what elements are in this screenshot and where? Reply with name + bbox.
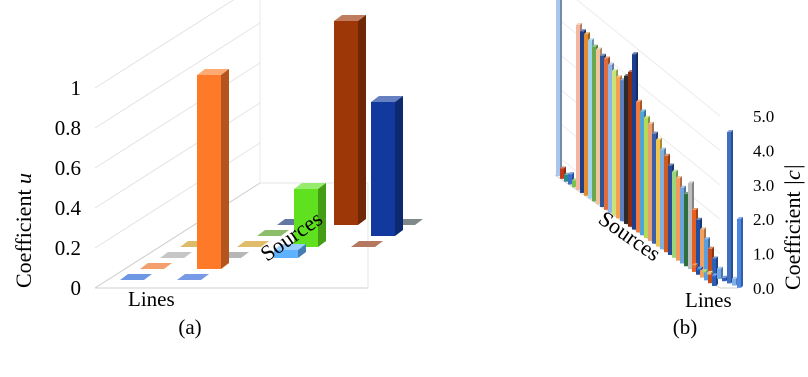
panel-label-b: (b) xyxy=(673,315,698,339)
z-tick-label: 0.8 xyxy=(55,116,81,140)
bar xyxy=(727,130,733,284)
bar xyxy=(140,263,172,269)
z-axis-title: Coefficient u xyxy=(11,173,36,288)
bar xyxy=(237,241,269,247)
bar xyxy=(120,274,152,280)
bar xyxy=(702,269,708,273)
z-tick-label: 5.0 xyxy=(753,107,774,126)
bar xyxy=(197,69,229,269)
z-tick-label: 2.0 xyxy=(753,210,774,229)
bar xyxy=(177,274,209,280)
gridline xyxy=(576,0,721,117)
bar xyxy=(274,244,306,258)
z-tick-label: 0.0 xyxy=(753,279,774,298)
z-tick-label: 3.0 xyxy=(753,176,774,195)
z-axis-title: Coefficient |c| xyxy=(780,164,805,290)
bar xyxy=(160,252,192,258)
z-tick-label: 4.0 xyxy=(753,141,774,160)
z-tick-label: 0.4 xyxy=(55,196,82,220)
bar xyxy=(556,0,562,177)
z-tick-label: 0 xyxy=(71,276,82,300)
bar xyxy=(371,96,403,236)
bar xyxy=(334,15,366,225)
z-tick-label: 0.6 xyxy=(55,156,81,180)
x-axis-title: Lines xyxy=(128,287,175,311)
bar xyxy=(692,263,698,268)
bar xyxy=(717,266,723,279)
bar xyxy=(294,183,326,247)
floor-edge-left xyxy=(94,182,261,289)
panel-b xyxy=(554,0,743,289)
bar xyxy=(351,241,383,247)
bar xyxy=(707,270,713,275)
x-axis-title: Lines xyxy=(685,288,732,312)
gridline xyxy=(94,142,261,249)
gridline xyxy=(94,0,235,89)
z-tick-label: 1.0 xyxy=(753,245,774,264)
panel-label-a: (a) xyxy=(178,315,201,339)
bar xyxy=(737,217,743,288)
z-tick-label: 1 xyxy=(71,76,82,100)
gridline xyxy=(94,22,261,129)
z-tick-label: 0.2 xyxy=(55,236,81,260)
bar xyxy=(697,266,703,271)
bar xyxy=(257,230,289,236)
panel-a xyxy=(94,0,423,289)
gridline xyxy=(94,102,261,209)
gridline xyxy=(94,62,261,169)
